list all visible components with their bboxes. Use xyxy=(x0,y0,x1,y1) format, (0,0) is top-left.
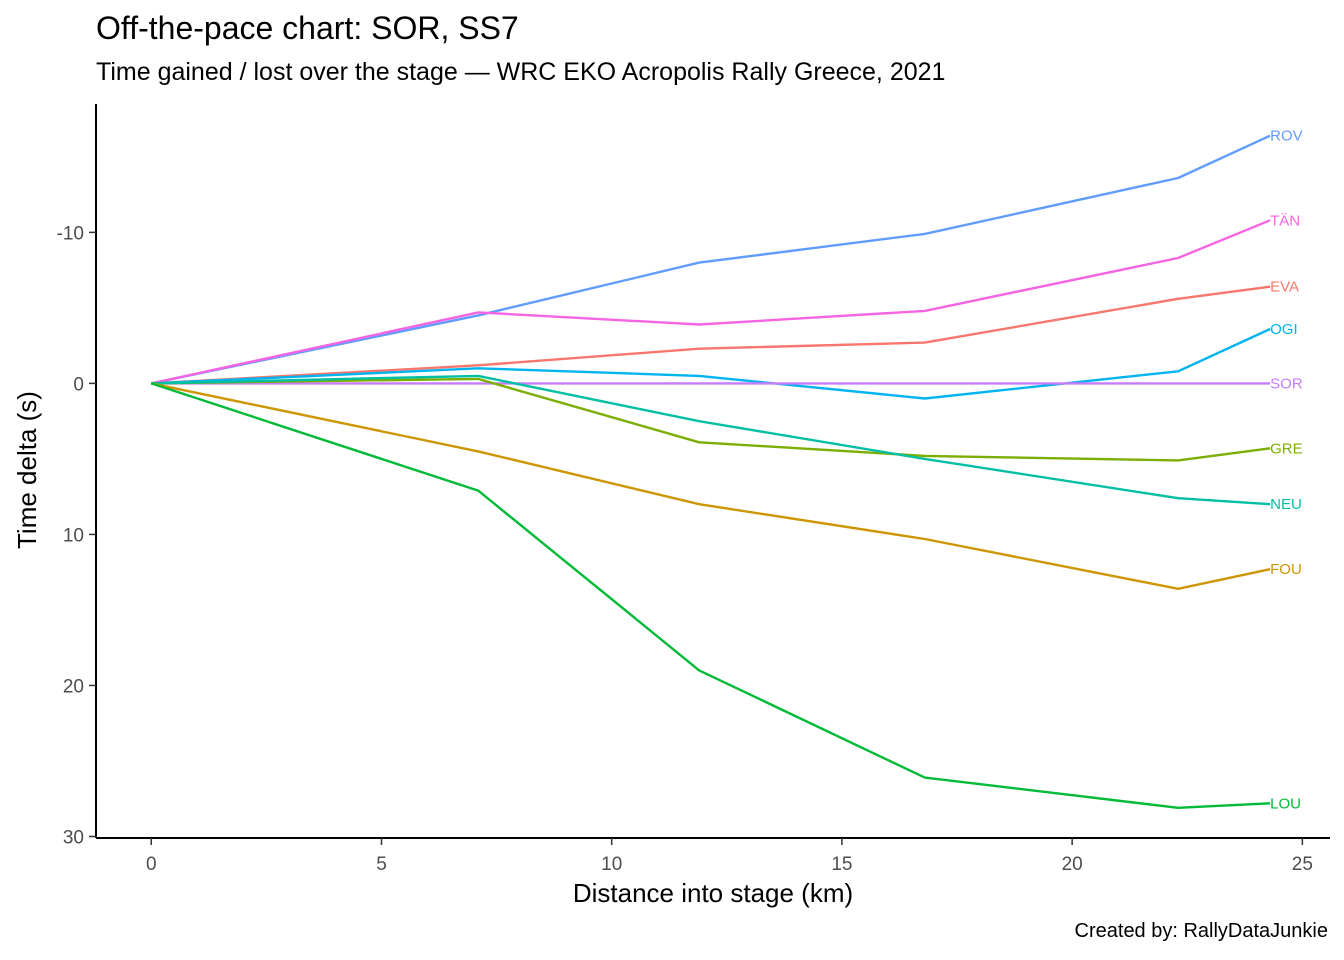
series-line-eva xyxy=(151,285,1271,385)
y-tick-label: 30 xyxy=(63,827,84,848)
x-axis-ticks: 0 5 10 15 20 25 xyxy=(146,838,1313,875)
series-line-rov xyxy=(151,134,1271,385)
series-lines xyxy=(150,134,1271,809)
series-end-label: NEU xyxy=(1270,496,1302,513)
series-end-label: GRE xyxy=(1270,440,1303,457)
series-end-label: TÄN xyxy=(1270,212,1300,229)
x-tick-label: 20 xyxy=(1062,854,1083,875)
series-line-tän xyxy=(151,219,1271,385)
x-axis-title: Distance into stage (km) xyxy=(573,878,853,908)
series-line-neu xyxy=(151,374,1271,506)
y-axis-ticks: -10 0 10 20 30 xyxy=(57,223,96,848)
series-end-label: SOR xyxy=(1270,375,1303,392)
y-axis-title: Time delta (s) xyxy=(12,391,42,549)
y-tick-label: 10 xyxy=(63,525,84,546)
x-tick-label: 5 xyxy=(376,854,387,875)
series-line-fou xyxy=(151,382,1271,590)
series-end-label: ROV xyxy=(1270,128,1303,145)
chart-title: Off-the-pace chart: SOR, SS7 xyxy=(96,10,519,46)
series-end-label: FOU xyxy=(1270,561,1302,578)
y-tick-label: 0 xyxy=(73,374,84,395)
x-tick-label: 15 xyxy=(831,854,852,875)
series-line-lou xyxy=(150,382,1271,809)
x-tick-label: 10 xyxy=(601,854,622,875)
series-end-label: OGI xyxy=(1270,321,1298,338)
series-line-ogi xyxy=(151,327,1271,400)
x-tick-label: 0 xyxy=(146,854,157,875)
series-end-labels: ROV TÄN EVA OGI SOR GRE NEU FOU LOU xyxy=(1270,128,1303,813)
series-line-gre xyxy=(151,377,1271,462)
y-tick-label: 20 xyxy=(63,676,84,697)
series-end-label: LOU xyxy=(1270,795,1301,812)
y-tick-label: -10 xyxy=(57,223,84,244)
chart-caption: Created by: RallyDataJunkie xyxy=(1074,920,1328,942)
chart-subtitle: Time gained / lost over the stage — WRC … xyxy=(96,58,946,86)
x-tick-label: 25 xyxy=(1292,854,1313,875)
series-end-label: EVA xyxy=(1270,279,1299,296)
